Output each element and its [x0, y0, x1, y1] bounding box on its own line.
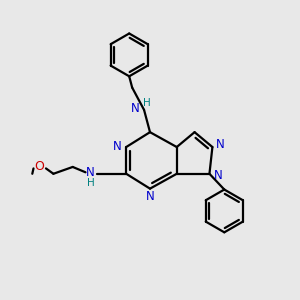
- Text: O: O: [34, 160, 44, 173]
- Text: N: N: [216, 138, 225, 151]
- Text: N: N: [131, 103, 140, 116]
- Text: N: N: [146, 190, 154, 203]
- Text: H: H: [143, 98, 151, 108]
- Text: N: N: [86, 166, 95, 179]
- Text: N: N: [213, 169, 222, 182]
- Text: N: N: [113, 140, 122, 153]
- Text: H: H: [87, 178, 94, 188]
